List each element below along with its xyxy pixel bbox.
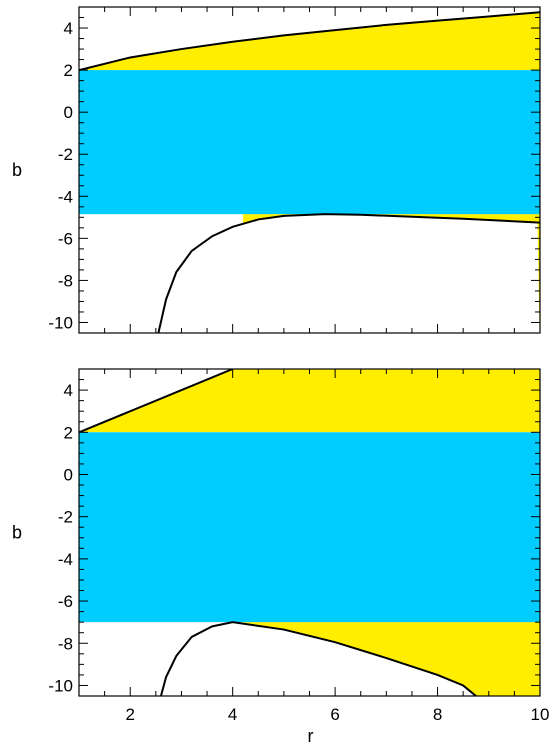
y-tick-label: 2 [64,61,73,80]
x-tick-label: 4 [228,705,237,724]
y-tick-label: 4 [64,381,73,400]
y-tick-label: -10 [48,313,73,332]
x-tick-label: 10 [531,705,550,724]
x-tick-label: 2 [125,705,134,724]
y-tick-label: -6 [58,592,73,611]
upper-boundary-curve [79,11,540,72]
cyan-band [79,70,540,215]
y-tick-label: 0 [64,465,73,484]
y-tick-label: -4 [58,550,73,569]
y-tick-label: -8 [58,271,73,290]
y-axis-label: b [12,523,22,543]
yellow-fill-region [232,622,540,696]
top-panel: 4 2 0 -2 -4 -6 -8 -10 b [12,6,541,334]
x-tick-label: 6 [330,705,339,724]
y-tick-label: 2 [64,423,73,442]
y-tick-label: -10 [48,676,73,695]
plot-area [79,7,540,333]
x-axis-label: r [308,726,314,746]
bottom-panel: 4 2 0 -2 -4 -6 -8 -10 2 4 6 8 10 b r [12,368,550,746]
plot-area [79,369,540,696]
y-tick-label: -2 [58,145,73,164]
upper-boundary-curve [79,369,234,434]
y-tick-label: 4 [64,19,73,38]
y-tick-label: -2 [58,508,73,527]
y-tick-label: 0 [64,103,73,122]
lower-boundary-curve [157,213,540,333]
y-tick-label: -6 [58,229,73,248]
x-tick-label: 8 [433,705,442,724]
yellow-fill-region [79,369,540,433]
y-tick-label: -8 [58,634,73,653]
y-tick-label: -4 [58,187,73,206]
cyan-band [79,432,540,623]
y-axis-label: b [12,160,22,180]
lower-boundary-curve [159,621,477,696]
yellow-fill-region [79,7,540,71]
